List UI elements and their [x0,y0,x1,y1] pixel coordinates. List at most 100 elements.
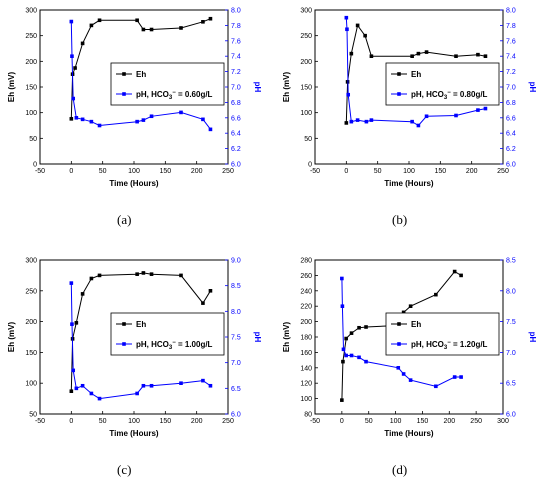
ph-point-c-6 [97,396,102,401]
eh-point-c-10 [201,301,205,305]
legend-eh-marker-b [397,72,401,76]
y2-tick-label-c-6: 9.0 [231,258,241,265]
ph-point-b-7 [410,119,414,124]
y-tick-label-a-6: 300 [25,8,37,15]
ph-point-d-2 [341,347,346,352]
x-axis-title-b: Time (Hours) [384,179,434,188]
y-tick-label-d-10: 280 [300,258,312,265]
y-axis-title-c: Eh (mV) [7,322,16,353]
y2-tick-label-a-4: 6.8 [231,100,241,107]
legend-eh-label-c: Eh [136,320,146,329]
ph-point-a-12 [208,127,213,132]
eh-point-d-2 [344,336,348,341]
ph-point-b-10 [454,113,458,118]
y-tick-label-d-1: 100 [300,396,312,403]
y-tick-label-a-5: 250 [25,33,37,40]
y2-tick-label-d-1: 6.5 [506,381,516,388]
x-tick-label-b-2: 50 [374,168,382,175]
y-tick-label-c-4: 250 [25,288,37,295]
eh-point-c-4 [89,276,94,281]
ph-point-b-1 [345,27,349,32]
x-tick-label-d-5: 200 [443,418,455,425]
y-tick-label-b-1: 50 [304,136,312,143]
eh-point-c-9 [179,273,183,278]
x-tick-label-d-1: 0 [340,418,344,425]
ph-point-c-4 [80,383,85,388]
y-axis-title-b: Eh (mV) [282,72,291,103]
ph-point-b-12 [483,106,488,111]
eh-point-b-7 [416,51,421,56]
y2-tick-label-a-7: 7.4 [231,54,241,61]
eh-point-a-10 [201,20,205,24]
y-tick-label-d-9: 260 [300,273,312,280]
legend-d: Eh pH, HCO3− = 1.20g/L [385,312,500,356]
eh-point-a-3 [80,41,85,46]
ph-point-a-7 [135,119,139,124]
ph-point-a-0 [69,19,74,24]
x-tick-label-c-5: 200 [191,418,203,425]
x-tick-label-d-4: 150 [417,418,429,425]
y-tick-label-d-0: 80 [304,412,312,419]
x-tick-label-a-6: 250 [222,168,234,175]
y-tick-label-a-3: 150 [25,85,37,92]
ph-point-a-6 [97,123,102,128]
ph-point-c-9 [149,383,154,388]
x-tick-label-a-3: 100 [128,168,140,175]
y2-tick-label-b-8: 7.6 [506,38,516,45]
y-tick-label-c-3: 200 [25,319,37,326]
x-tick-label-b-1: 0 [344,168,348,175]
eh-point-a-4 [89,23,94,28]
ph-point-c-2 [71,368,76,373]
ph-point-c-8 [141,383,146,388]
eh-point-b-2 [349,51,354,56]
eh-point-b-3 [355,23,360,28]
ph-point-b-9 [424,114,429,119]
y2-tick-label-a-5: 7.0 [231,85,241,92]
ph-point-b-8 [416,123,421,128]
x-tick-label-b-0: -50 [310,168,320,175]
eh-point-a-9 [179,26,183,30]
legend-box-d [385,312,500,356]
ph-point-d-10 [434,384,438,389]
eh-point-d-3 [349,331,354,335]
eh-point-b-9 [454,54,458,58]
legend-ph-label-a: pH, HCO3− = 0.60g/L [136,90,213,101]
y2-tick-label-c-2: 7.0 [231,360,241,367]
x-tick-label-c-4: 150 [159,418,171,425]
chart-panel-a: -50 0 50 100 150 200 250 0 50 100 150 200 250 300 6.0 6… [0,0,275,245]
caption-a: (a) [117,212,132,227]
chart-b-svg: -50 0 50 100 150 200 2500501001502002503006.06… [282,8,537,189]
legend-ph-marker-b [397,92,401,96]
y-tick-label-c-1: 100 [25,381,37,388]
x-tick-label-b-6: 250 [497,168,509,175]
y2-tick-label-b-7: 7.4 [506,54,516,61]
y-tick-label-d-7: 220 [300,304,312,311]
ph-point-d-3 [344,353,348,358]
legend-eh-marker-c [122,322,126,326]
eh-point-a-11 [208,16,213,21]
y-tick-label-c-0: 50 [29,412,37,419]
eh-point-c-5 [97,273,102,278]
ph-point-d-12 [459,375,463,379]
ph-point-c-7 [135,391,139,396]
ph-point-d-9 [408,378,413,382]
ph-point-a-2 [71,96,76,101]
eh-point-d-4 [357,325,361,330]
ph-point-d-4 [349,353,354,358]
chart-a-svg: -50 0 50 100 150 200 2500501001502002503006.06… [7,8,262,189]
y2-axis-title-d: pH [528,332,537,343]
y2-tick-label-b-0: 6.0 [506,162,516,169]
eh-point-d-11 [459,273,463,278]
caption-b: (b) [392,212,408,227]
eh-point-c-6 [135,272,139,276]
x-tick-label-d-2: 50 [365,418,373,425]
y2-tick-label-b-10: 8.0 [506,8,516,15]
chart-panel-b: -50 0 50 100 150 200 250 0 50 100 150 200 250 300 6.0 6… [275,0,550,245]
y2-tick-label-c-0: 6.0 [231,412,241,419]
eh-point-d-9 [434,292,438,297]
eh-point-b-8 [424,50,429,54]
ph-point-d-6 [364,359,368,364]
x-tick-label-c-2: 50 [99,418,107,425]
chart-c-svg: -50 0 50 100 150 200 250 50 100 150 200 250 300 6.0 6.… [7,258,262,439]
eh-point-c-0 [69,389,74,394]
